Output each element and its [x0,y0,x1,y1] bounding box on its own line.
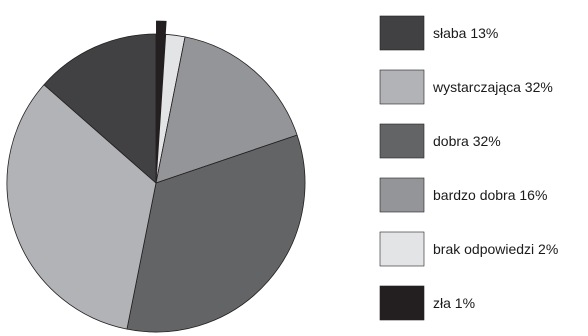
pie-slice-slaba-13 [43,33,157,184]
pie-slice-dobra-32 [126,134,306,333]
pie-slice-zla-1 [156,20,167,171]
legend-item-dobra-32: dobra 32% [379,123,501,159]
legend-label: dobra 32% [433,133,501,149]
legend-swatch [379,177,425,213]
legend-item-brak-odpowiedzi-2: brak odpowiedzi 2% [379,231,558,267]
pie-slice-wystarczajaca-32 [6,84,157,330]
legend-item-zla-1: zła 1% [379,285,475,321]
legend-item-slaba-13: słaba 13% [379,15,498,51]
legend-swatch [379,69,425,105]
legend-item-bardzo-dobra-16: bardzo dobra 16% [379,177,547,213]
legend-label: wystarczająca 32% [432,79,553,95]
legend-swatch [379,15,425,51]
legend: słaba 13% wystarczająca 32% dobra 32% bardz… [379,15,558,321]
legend-swatch [379,285,425,321]
legend-label: zła 1% [433,295,475,311]
legend-label: słaba 13% [433,25,498,41]
pie-slices [6,20,306,333]
legend-swatch [379,231,425,267]
legend-label: brak odpowiedzi 2% [433,241,558,257]
pie-slice-bardzo-dobra-16 [155,36,298,184]
legend-item-wystarczajaca-32: wystarczająca 32% [379,69,553,105]
legend-label: bardzo dobra 16% [433,187,547,203]
legend-swatch [379,123,425,159]
